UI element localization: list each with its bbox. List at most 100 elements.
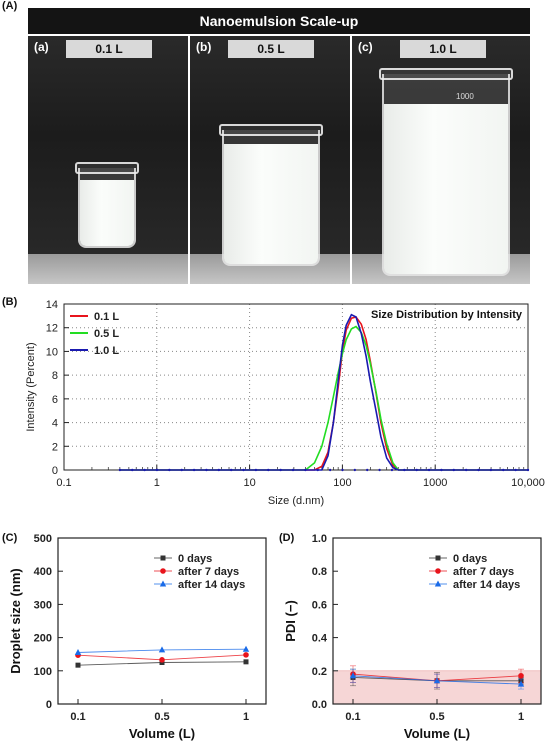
legend-marker — [435, 555, 441, 561]
tabletop — [28, 254, 188, 284]
x-tick-label: 1 — [154, 477, 160, 489]
y-tick-label: 0 — [52, 465, 58, 477]
y-tick-label: 0.2 — [312, 666, 327, 678]
data-point — [349, 672, 357, 679]
baseline-point — [168, 468, 171, 472]
data-point — [159, 657, 165, 663]
volume-tag-c: 1.0 L — [400, 40, 486, 58]
legend-label: after 7 days — [453, 566, 514, 578]
beaker-rim — [379, 68, 513, 80]
baseline-point — [254, 468, 258, 472]
y-tick-label: 2 — [52, 441, 58, 453]
x-tick-label: 0.1 — [56, 477, 71, 489]
data-point — [74, 649, 82, 656]
baseline-point — [514, 468, 517, 472]
y-tick-label: 0 — [46, 699, 52, 711]
series-line — [119, 325, 528, 471]
y-tick-label: 500 — [34, 533, 52, 545]
baseline-point — [390, 468, 394, 472]
baseline-point — [341, 468, 344, 472]
data-point — [243, 652, 249, 658]
x-tick-label: 100 — [333, 477, 351, 489]
photo-panel-a: (a) 0.1 L — [28, 36, 188, 284]
emulsion-liquid — [80, 180, 134, 246]
panel-label-c: (C) — [2, 532, 18, 544]
baseline-point — [526, 468, 530, 472]
y-tick-label: 0.0 — [312, 699, 327, 711]
data-point — [243, 659, 249, 665]
y-tick-label: 1.0 — [312, 533, 327, 545]
size-distribution-chart: 0.1 1 10 100 1000 10,000 0 2 4 6 8 10 12 14 0.1 L 0.5 L… — [25, 299, 545, 507]
x-tick-label: 10,000 — [511, 477, 545, 489]
emulsion-liquid — [224, 144, 318, 264]
y-tick-label: 0.8 — [312, 566, 327, 578]
photo-panel-c: (c) 1.0 L 1000 — [352, 36, 530, 284]
chart-title: Size Distribution by Intensity — [371, 309, 523, 321]
photo-sub-label-c: (c) — [358, 40, 373, 54]
beaker-small — [75, 162, 139, 248]
y-tick-label: 400 — [34, 566, 52, 578]
panel-label-d: (D) — [279, 532, 295, 544]
beaker-rim — [75, 162, 139, 174]
y-tick-label: 14 — [46, 299, 58, 311]
legend-label: after 14 days — [178, 579, 245, 591]
baseline-point — [489, 468, 493, 472]
beaker-rim — [219, 124, 323, 136]
baseline-point — [291, 468, 295, 472]
series-line — [119, 316, 528, 471]
legend-label: 0.5 L — [94, 328, 119, 340]
legend-marker — [159, 580, 167, 587]
volume-tag-b: 0.5 L — [228, 40, 314, 58]
legend-marker — [435, 568, 441, 574]
y-tick-label: 100 — [34, 666, 52, 678]
data-point — [75, 662, 81, 668]
data-point — [158, 646, 166, 653]
baseline-point — [316, 468, 319, 472]
photo-panel-b: (b) 0.5 L — [190, 36, 350, 284]
x-axis-label: Volume (L) — [129, 726, 195, 741]
baseline-point — [366, 468, 369, 472]
panel-label-a: (A) — [2, 0, 18, 12]
x-tick-label: 1 — [243, 711, 249, 723]
legend-label: 0.1 L — [94, 311, 119, 323]
baseline-point — [205, 468, 208, 472]
y-tick-label: 8 — [52, 370, 58, 382]
legend-marker — [434, 580, 442, 587]
baseline-point — [328, 468, 332, 472]
baseline-point — [192, 468, 196, 472]
legend-label: 1.0 L — [94, 345, 119, 357]
baseline-point — [440, 468, 443, 472]
baseline-point — [131, 468, 134, 472]
y-tick-label: 6 — [52, 394, 58, 406]
x-tick-label: 0.1 — [345, 711, 360, 723]
beaker-medium — [219, 124, 323, 266]
baseline-point — [502, 468, 505, 472]
baseline-point — [477, 468, 480, 472]
x-tick-label: 0.1 — [70, 711, 85, 723]
legend-label: 0 days — [453, 553, 487, 565]
baseline-point — [279, 468, 282, 472]
baseline-point — [229, 468, 233, 472]
baseline-point — [452, 468, 455, 472]
baseline-point — [415, 468, 418, 472]
baseline-point — [427, 468, 431, 472]
baseline-point — [403, 468, 406, 472]
y-axis-label: PDI (−) — [283, 600, 298, 642]
x-tick-label: 10 — [243, 477, 255, 489]
baseline-point — [378, 468, 381, 472]
baseline-point — [267, 468, 270, 472]
plot-frame — [63, 303, 529, 471]
y-axis-label: Intensity (Percent) — [25, 342, 37, 431]
x-tick-label: 0.5 — [154, 711, 169, 723]
photo-sub-label-a: (a) — [34, 40, 49, 54]
baseline-point — [180, 468, 183, 472]
baseline-point — [155, 468, 159, 472]
y-tick-label: 10 — [46, 346, 58, 358]
x-tick-label: 1000 — [423, 477, 447, 489]
legend-marker — [160, 555, 166, 561]
baseline-point — [464, 468, 468, 472]
beaker-marking: 1000 — [456, 92, 474, 101]
baseline-point — [217, 468, 221, 472]
